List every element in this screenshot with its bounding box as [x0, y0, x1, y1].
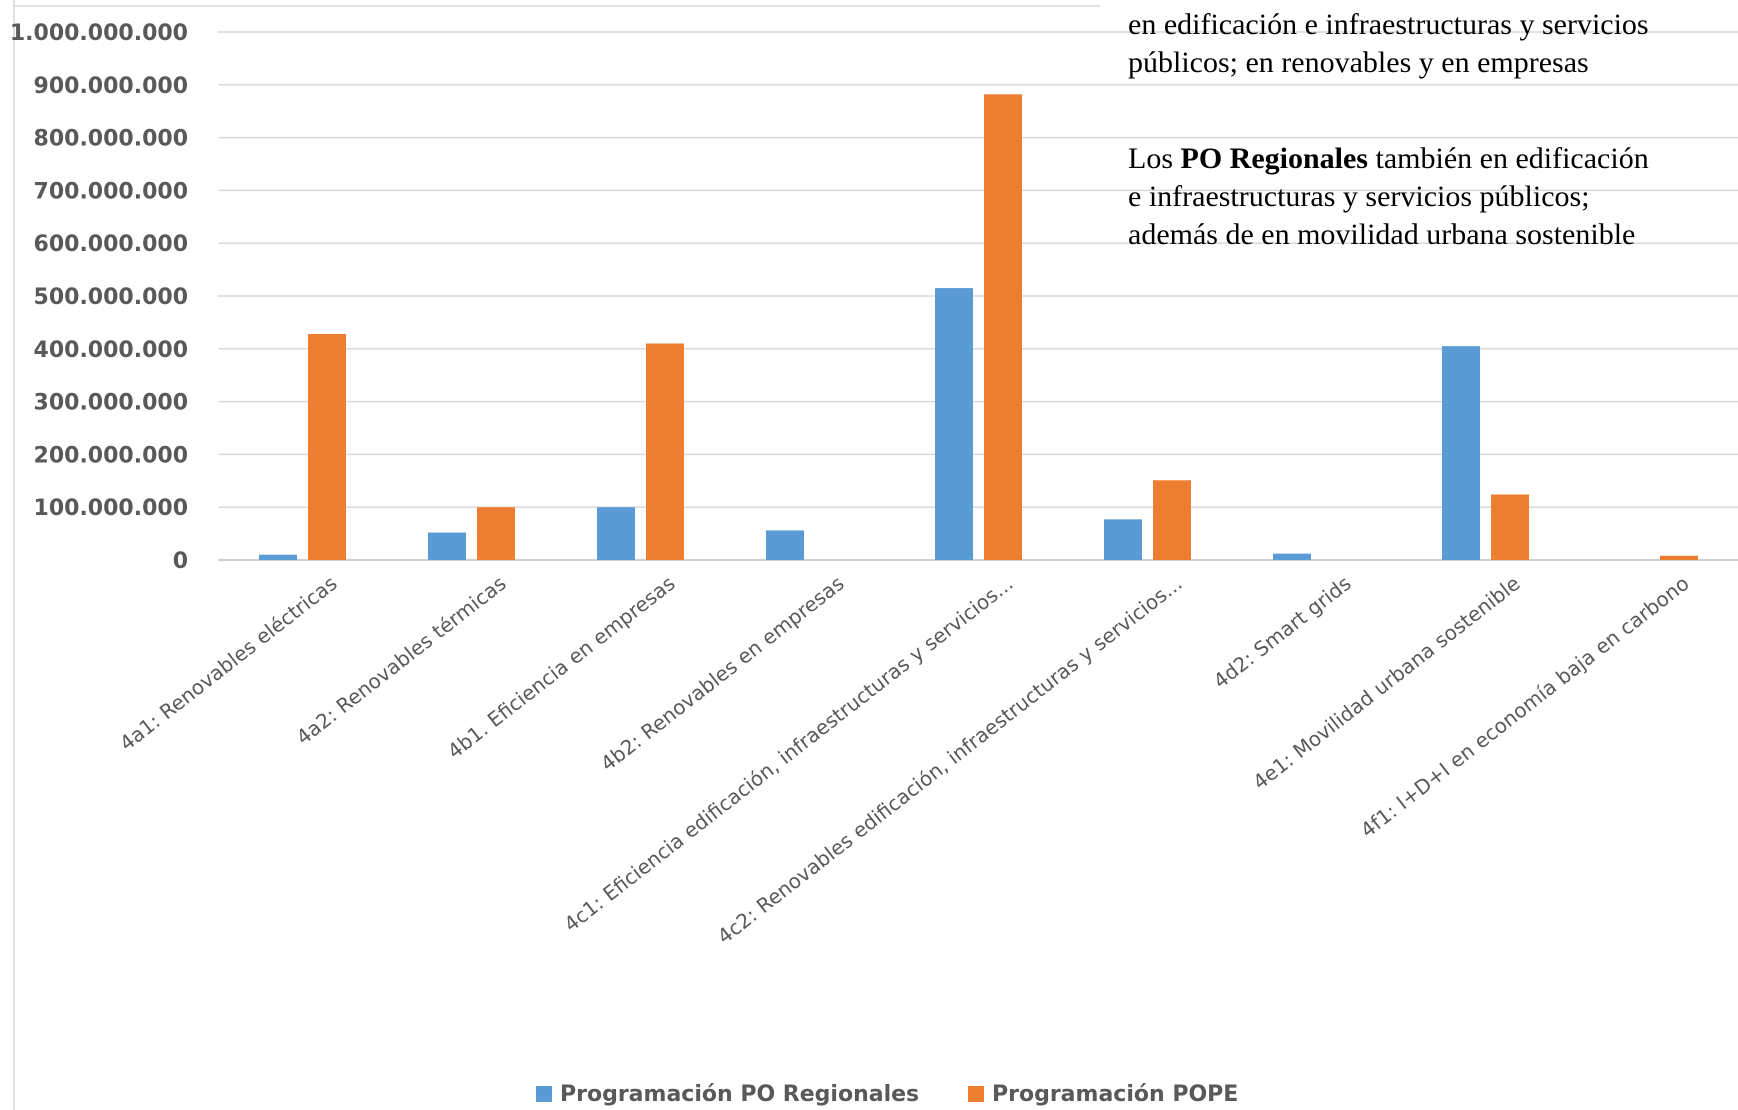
annotation-line: en edificación e infraestructuras y serv… — [1128, 8, 1649, 41]
x-tick-label: 4f1: I+D+I en economía baja en carbono — [1356, 571, 1694, 842]
y-tick-label: 400.000.000 — [34, 338, 188, 363]
bar — [477, 507, 515, 560]
bar — [1660, 555, 1698, 560]
bar — [1153, 480, 1191, 560]
y-axis-ticks: 0 100.000.000 200.000.000 300.000.000 400.00… — [10, 21, 188, 574]
bar — [428, 532, 466, 560]
legend-swatch — [536, 1086, 552, 1102]
y-tick-label: 600.000.000 — [34, 232, 188, 257]
bars — [259, 94, 1698, 560]
bar — [1273, 553, 1311, 560]
gridlines — [13, 0, 1738, 1110]
legend-label: Programación POPE — [992, 1082, 1238, 1107]
annotation-line: e infraestructuras y servicios públicos; — [1128, 180, 1590, 213]
bar — [308, 334, 346, 560]
y-tick-label: 500.000.000 — [34, 285, 188, 310]
bar — [766, 530, 804, 560]
annotation-line: además de en movilidad urbana sostenible — [1128, 218, 1636, 251]
y-tick-label: 0 — [173, 549, 188, 574]
legend-label: Programación PO Regionales — [560, 1082, 919, 1107]
annotation-text: Los — [1128, 142, 1181, 175]
legend: Programación PO Regionales Programación P… — [536, 1082, 1238, 1107]
x-tick-label: 4d2: Smart grids — [1209, 571, 1356, 693]
y-tick-label: 300.000.000 — [34, 391, 188, 416]
bar — [259, 554, 297, 560]
legend-swatch — [968, 1086, 984, 1102]
y-tick-label: 1.000.000.000 — [10, 21, 188, 46]
y-tick-label: 200.000.000 — [34, 443, 188, 468]
y-tick-label: 800.000.000 — [34, 127, 188, 152]
bar — [646, 343, 684, 560]
annotation-text: también en edificación — [1368, 142, 1649, 175]
y-tick-label: 100.000.000 — [34, 496, 188, 521]
annotation-line: Los PO Regionales también en edificación — [1128, 140, 1738, 178]
bar — [935, 288, 973, 560]
annotation-pope: en edificación e infraestructuras y serv… — [1128, 6, 1738, 82]
y-tick-label: 900.000.000 — [34, 74, 188, 99]
bar — [597, 507, 635, 560]
x-tick-label: 4e1: Movilidad urbana sostenible — [1248, 571, 1524, 794]
bar — [1104, 519, 1142, 560]
annotation-bold-text: PO Regionales — [1180, 142, 1369, 175]
bar — [984, 94, 1022, 560]
annotation-line: públicos; en renovables y en empresas — [1128, 46, 1589, 79]
bar — [1442, 346, 1480, 560]
bar — [1491, 494, 1529, 560]
annotation-regionales: Los PO Regionales también en edificación… — [1128, 140, 1738, 254]
y-tick-label: 700.000.000 — [34, 179, 188, 204]
